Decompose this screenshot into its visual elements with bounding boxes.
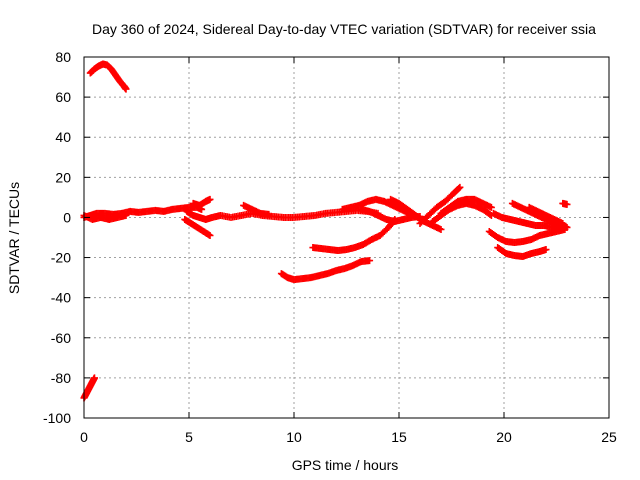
series-arc-13 (387, 195, 445, 233)
y-tick-label: 40 (55, 129, 71, 145)
series-arc-6 (181, 215, 214, 239)
x-tick-label: 25 (601, 429, 617, 445)
y-tick-label: -40 (51, 290, 71, 306)
y-axis-label: SDTVAR / TECUs (6, 182, 22, 294)
series-arc-16 (437, 195, 495, 217)
series-arc-2 (86, 60, 130, 93)
data-point (563, 200, 571, 208)
chart-title: Day 360 of 2024, Sidereal Day-to-day VTE… (92, 21, 596, 37)
data-point (437, 225, 445, 233)
data-point (206, 231, 214, 239)
y-tick-label: -20 (51, 250, 71, 266)
data-point (91, 374, 98, 382)
y-tick-label: -60 (51, 330, 71, 346)
data-point (542, 246, 550, 254)
data-point (563, 223, 571, 231)
data-point (455, 184, 463, 192)
series-arc-1 (80, 374, 98, 402)
data-point (487, 203, 495, 211)
data-layer (80, 60, 571, 402)
data-point (559, 219, 567, 227)
series-arc-7 (189, 195, 214, 209)
series-arc-22 (559, 199, 571, 208)
y-tick-label: 60 (55, 89, 71, 105)
data-point (456, 183, 464, 191)
plot-frame (83, 56, 610, 419)
data-point (366, 257, 374, 265)
data-point (122, 211, 130, 219)
data-point (265, 210, 273, 218)
series-arc-21 (525, 203, 567, 227)
x-axis-label: GPS time / hours (292, 457, 399, 473)
data-point (122, 85, 130, 93)
x-tick-label: 20 (496, 429, 512, 445)
series-arc-14 (416, 183, 464, 227)
x-tick-label: 0 (80, 429, 88, 445)
series-arc-12 (357, 205, 424, 225)
y-tick-label: -80 (51, 370, 71, 386)
y-tick-label: 80 (55, 49, 71, 65)
tick-layer: 0 5 10 15 20 25 -100 -80 -60 -40 -20 0 20 40 60 80 (43, 49, 617, 445)
y-tick-label: 0 (63, 209, 71, 225)
series-arc-18 (494, 244, 550, 261)
data-point (206, 195, 214, 203)
x-tick-label: 10 (286, 429, 302, 445)
x-tick-label: 5 (185, 429, 193, 445)
y-tick-label: 20 (55, 169, 71, 185)
x-tick-label: 15 (391, 429, 407, 445)
y-tick-label: -100 (43, 410, 71, 426)
series-arc-8 (240, 201, 273, 218)
series-arc-9 (277, 257, 374, 284)
series-arc-10 (309, 215, 399, 255)
